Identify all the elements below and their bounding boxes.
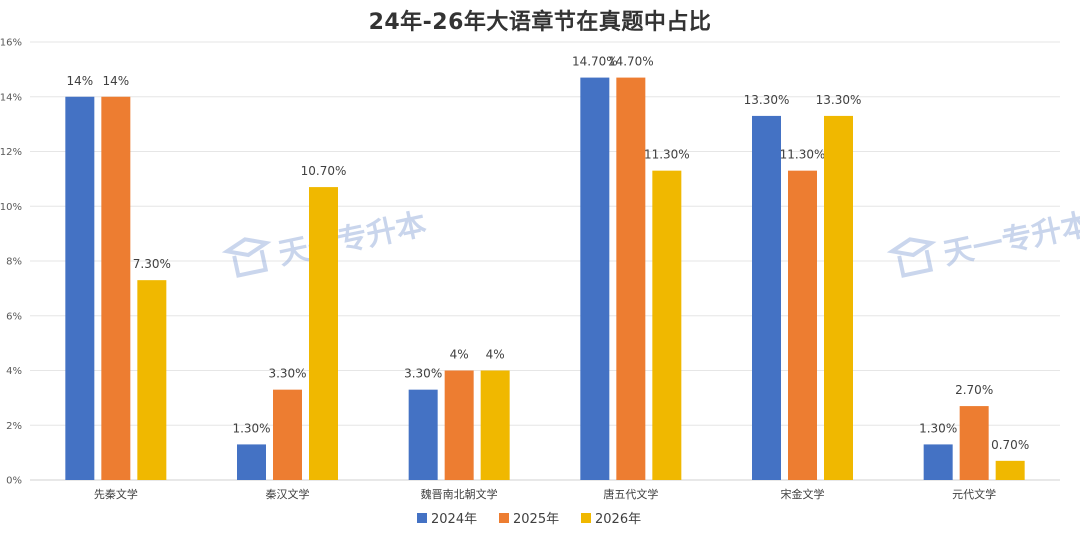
bar [65,96,95,480]
watermark-text: 天一专升本 [940,207,1080,272]
x-tick-label: 元代文学 [952,487,996,501]
data-label: 7.30% [133,257,171,271]
data-label: 14% [66,74,93,88]
x-tick-label: 魏晋南北朝文学 [421,487,498,501]
data-label: 3.30% [268,367,306,381]
data-label: 11.30% [644,148,690,162]
chart-title: 24年-26年大语章节在真题中占比 [368,10,712,35]
watermark-text: 天一专升本 [275,207,429,272]
bar [580,77,610,481]
bar [273,389,302,480]
legend-label: 2024年 [431,512,477,527]
bar [923,444,953,480]
y-tick-label: 12% [0,147,22,158]
data-label: 4% [450,348,469,362]
bar [444,370,474,480]
y-tick-label: 2% [6,421,22,432]
x-tick-label: 先秦文学 [94,487,138,501]
data-label: 13.30% [744,93,790,107]
legend-swatch [499,513,509,523]
y-tick-label: 8% [6,257,22,268]
legend-label: 2025年 [513,512,559,527]
x-tick-label: 秦汉文学 [266,487,310,501]
bar [408,389,438,480]
y-tick-label: 14% [0,92,22,103]
bar [101,96,131,480]
y-tick-label: 16% [0,38,22,49]
data-label: 14% [102,74,129,88]
y-tick-label: 4% [6,366,22,377]
bar [309,187,338,480]
bar [616,77,646,481]
legend-swatch [417,513,427,523]
graduation-cap-icon [886,237,937,278]
data-label: 14.70% [572,55,618,69]
bar [959,406,989,480]
bar [752,115,781,480]
data-label: 11.30% [780,148,826,162]
y-tick-label: 10% [0,202,22,213]
data-label: 14.70% [608,55,654,69]
data-label: 2.70% [955,383,993,397]
data-label: 1.30% [919,421,957,435]
graduation-cap-icon [221,237,272,278]
bar [824,115,853,480]
y-tick-label: 0% [6,476,22,487]
x-tick-label: 唐五代文学 [603,487,658,501]
bar [237,444,266,480]
data-label: 10.70% [301,164,347,178]
x-tick-label: 宋金文学 [781,487,825,501]
bar [480,370,510,480]
y-tick-label: 6% [6,311,22,322]
data-label: 13.30% [816,93,862,107]
legend-label: 2026年 [595,512,641,527]
bar [652,170,682,480]
watermark: 天一专升本 [886,207,1080,278]
data-label: 1.30% [232,421,270,435]
bar [788,170,817,480]
data-label: 4% [486,348,505,362]
data-label: 3.30% [404,367,442,381]
bar [137,280,167,480]
legend-swatch [581,513,591,523]
data-label: 0.70% [991,438,1029,452]
bar [995,460,1025,480]
